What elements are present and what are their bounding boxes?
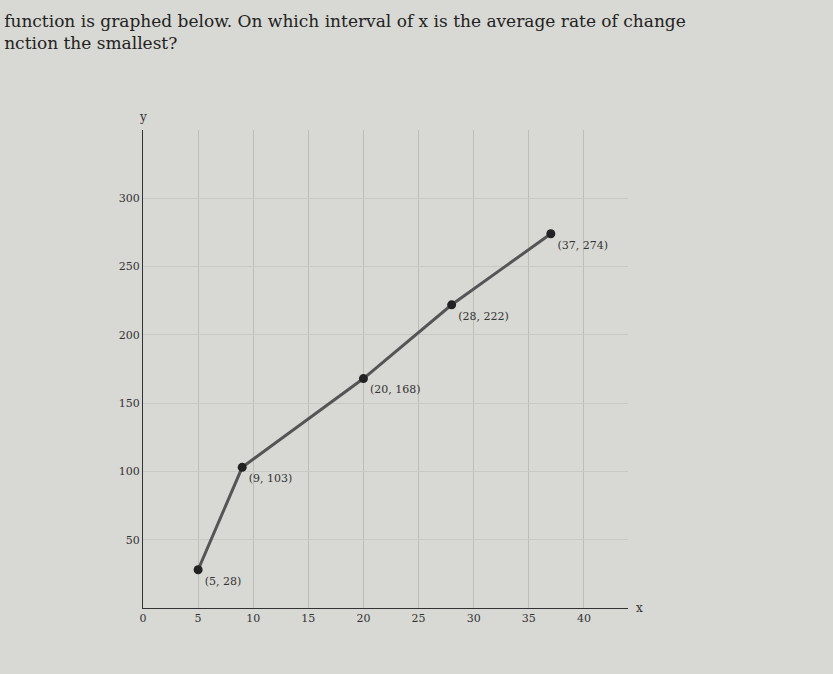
svg-text:30: 30	[467, 612, 481, 625]
svg-text:40: 40	[577, 612, 591, 625]
svg-text:function is graphed below. On: function is graphed below. On which inte…	[4, 11, 686, 53]
svg-text:250: 250	[119, 260, 140, 273]
svg-text:300: 300	[119, 192, 140, 205]
svg-text:(28, 222): (28, 222)	[458, 310, 509, 323]
svg-text:0: 0	[140, 612, 147, 625]
svg-text:35: 35	[522, 612, 536, 625]
svg-text:x: x	[636, 601, 643, 615]
svg-text:150: 150	[119, 397, 140, 410]
svg-text:(20, 168): (20, 168)	[370, 383, 421, 396]
svg-text:100: 100	[119, 465, 140, 478]
svg-text:(5, 28): (5, 28)	[205, 575, 242, 588]
svg-text:10: 10	[246, 612, 260, 625]
svg-text:(9, 103): (9, 103)	[249, 472, 293, 485]
svg-text:(37, 274): (37, 274)	[557, 239, 608, 252]
svg-text:200: 200	[119, 329, 140, 342]
svg-text:50: 50	[126, 534, 140, 547]
svg-text:25: 25	[412, 612, 426, 625]
svg-text:5: 5	[195, 612, 202, 625]
svg-text:15: 15	[301, 612, 315, 625]
svg-text:20: 20	[356, 612, 370, 625]
svg-text:y: y	[139, 110, 147, 124]
